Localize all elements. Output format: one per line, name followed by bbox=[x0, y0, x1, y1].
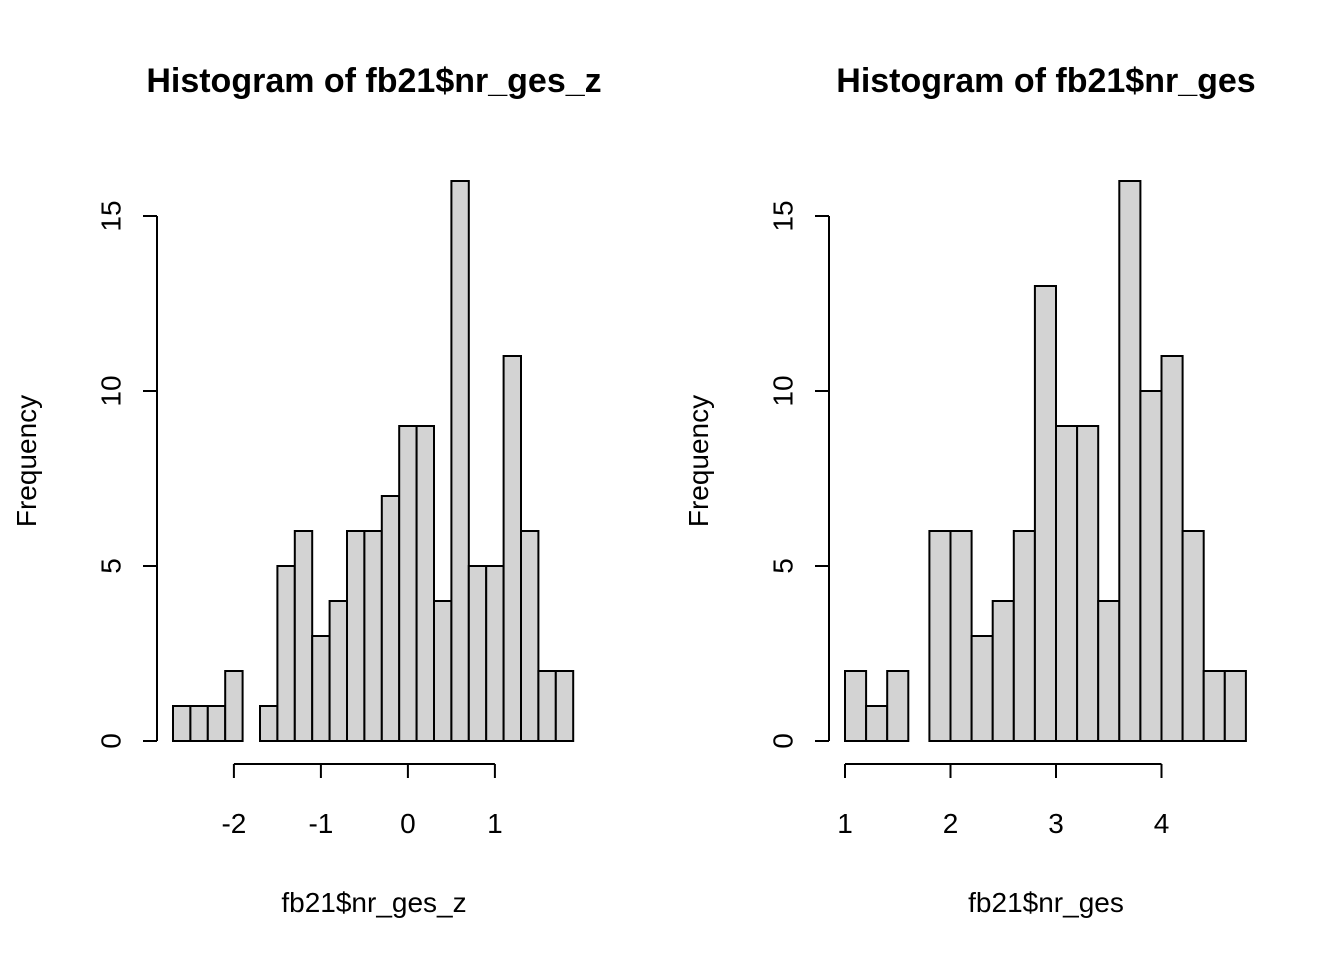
histogram-bar bbox=[1055, 425, 1079, 742]
histogram-bar bbox=[189, 705, 209, 742]
histogram-bar bbox=[467, 565, 488, 742]
histogram-bar bbox=[1118, 180, 1142, 742]
y-tick-label: 15 bbox=[96, 200, 127, 231]
x-tick-label: 1 bbox=[837, 808, 853, 839]
histogram-bar bbox=[363, 530, 383, 742]
y-axis: 0 5 10 15 bbox=[768, 200, 830, 749]
x-axis-label: fb21$nr_ges_z bbox=[281, 887, 466, 918]
x-axis: -2 -1 0 1 bbox=[221, 763, 503, 839]
histogram-bar bbox=[259, 705, 279, 742]
y-axis-label: Frequency bbox=[11, 395, 42, 527]
histogram-bar bbox=[1033, 285, 1058, 742]
histogram-bar bbox=[949, 530, 973, 742]
histogram-bar bbox=[346, 530, 366, 742]
histogram-bar bbox=[1160, 355, 1184, 742]
x-tick-label: -2 bbox=[221, 808, 246, 839]
histogram-bar bbox=[865, 705, 889, 742]
histogram-bar bbox=[886, 670, 910, 742]
histogram-bar bbox=[293, 530, 314, 742]
histogram-bar bbox=[1076, 425, 1100, 742]
bars-group bbox=[172, 180, 575, 742]
x-tick-label: -1 bbox=[308, 808, 333, 839]
x-axis: 1 2 3 4 bbox=[837, 763, 1170, 839]
histogram-bar bbox=[844, 670, 868, 742]
x-axis-label: fb21$nr_ges bbox=[968, 887, 1124, 918]
y-tick-label: 5 bbox=[96, 558, 127, 574]
histogram-bar bbox=[206, 705, 227, 742]
histogram-bar bbox=[224, 670, 244, 742]
histogram-bar bbox=[502, 355, 523, 742]
x-tick-label: 1 bbox=[487, 808, 503, 839]
histogram-bar bbox=[928, 530, 952, 742]
histogram-bar bbox=[1181, 530, 1205, 742]
chart-title: Histogram of fb21$nr_ges bbox=[836, 62, 1255, 100]
histogram-bar bbox=[433, 600, 453, 742]
histogram-bar bbox=[276, 565, 296, 742]
histogram-bar bbox=[380, 495, 401, 742]
histogram-bar bbox=[311, 635, 331, 742]
histogram-bar bbox=[328, 600, 349, 742]
x-tick-label: 4 bbox=[1154, 808, 1170, 839]
y-tick-label: 10 bbox=[768, 375, 799, 406]
histogram-panel-left: Histogram of fb21$nr_ges_z fb21$nr_ges_z… bbox=[11, 62, 602, 918]
histogram-bar bbox=[450, 180, 470, 742]
x-tick-label: 0 bbox=[400, 808, 416, 839]
y-tick-label: 15 bbox=[768, 200, 799, 231]
y-tick-label: 0 bbox=[96, 733, 127, 749]
chart-title: Histogram of fb21$nr_ges_z bbox=[146, 62, 601, 100]
histogram-bar bbox=[991, 600, 1015, 742]
histogram-bar bbox=[1012, 530, 1036, 742]
histogram-bar bbox=[398, 425, 418, 742]
bars-group bbox=[844, 180, 1247, 742]
histogram-bar bbox=[1202, 670, 1226, 742]
y-tick-label: 0 bbox=[768, 733, 799, 749]
histogram-bar bbox=[1097, 600, 1121, 742]
x-tick-label: 2 bbox=[943, 808, 959, 839]
histogram-bar bbox=[1223, 670, 1247, 742]
histogram-bar bbox=[415, 425, 436, 742]
histogram-bar bbox=[554, 670, 575, 742]
histogram-bar bbox=[970, 635, 994, 742]
y-tick-label: 5 bbox=[768, 558, 799, 574]
histogram-bar bbox=[485, 565, 505, 742]
histogram-bar bbox=[520, 530, 540, 742]
x-tick-label: 3 bbox=[1048, 808, 1064, 839]
histogram-panel-right: Histogram of fb21$nr_ges fb21$nr_ges Fre… bbox=[683, 62, 1256, 918]
y-axis-label: Frequency bbox=[683, 395, 714, 527]
y-axis: 0 5 10 15 bbox=[96, 200, 158, 749]
histogram-bar bbox=[1139, 390, 1163, 742]
histogram-bar bbox=[172, 705, 192, 742]
histogram-bar bbox=[537, 670, 557, 742]
y-tick-label: 10 bbox=[96, 375, 127, 406]
